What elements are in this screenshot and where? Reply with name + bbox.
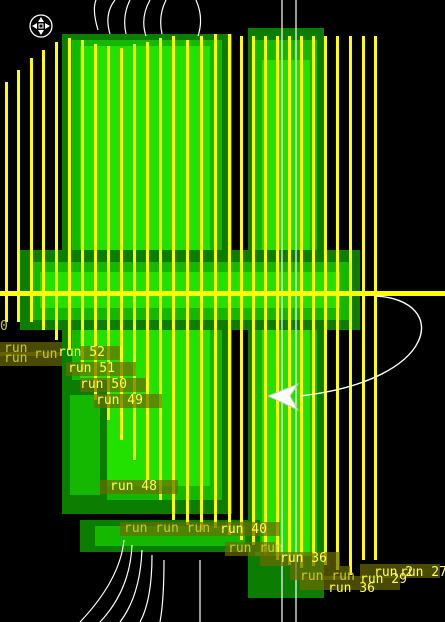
label-fragment: run	[34, 347, 57, 362]
vertical-route	[324, 36, 327, 565]
white-curve	[139, 554, 153, 622]
label-fragment: run	[4, 341, 27, 356]
label-run-49: run 49	[96, 393, 143, 408]
yellow-routes	[5, 34, 377, 575]
vertical-route	[55, 42, 58, 340]
vertical-route	[172, 36, 175, 520]
label-run-52: run 52	[58, 345, 105, 360]
vertical-route	[107, 46, 110, 420]
label-fragment: run run	[228, 541, 283, 556]
label-run-40: run 40	[220, 522, 267, 537]
vertical-route	[5, 82, 8, 322]
vertical-route	[362, 36, 365, 560]
vertical-route	[146, 42, 149, 480]
vertical-route	[288, 36, 291, 565]
vertical-route	[42, 50, 45, 330]
vertical-route	[17, 70, 20, 322]
vertical-route	[200, 36, 203, 530]
vertical-route	[159, 38, 162, 500]
vertical-route	[186, 40, 189, 525]
white-curve	[107, 0, 116, 35]
vertical-route	[336, 36, 339, 570]
label-fragment: 0	[0, 319, 8, 334]
vertical-route	[94, 44, 97, 400]
horizontal-route	[0, 291, 445, 296]
white-curve	[124, 0, 131, 35]
fill-band-bright	[40, 272, 340, 308]
vertical-route	[228, 34, 231, 535]
vertical-route	[374, 36, 377, 560]
label-fragment: run run run	[124, 521, 210, 536]
white-curve	[99, 544, 133, 622]
vertical-route	[240, 36, 243, 540]
vertical-route	[133, 44, 136, 460]
vertical-route	[252, 36, 255, 545]
white-curve	[79, 539, 125, 622]
label-fragment: run run	[300, 569, 355, 584]
white-curve	[160, 0, 167, 35]
run-labels: 0 run run run run 52 run 51 run 50 run 4…	[0, 319, 445, 596]
label-run-48: run 48	[110, 479, 157, 494]
white-curve	[119, 549, 143, 622]
label-run-36b: run 36	[328, 581, 375, 596]
vertical-route	[276, 36, 279, 560]
vertical-route	[81, 40, 84, 370]
vertical-route	[300, 36, 303, 568]
label-run-27: run 27	[400, 565, 445, 580]
vertical-route	[68, 38, 71, 350]
vertical-route	[30, 58, 33, 322]
white-curve	[143, 0, 151, 37]
label-run-51: run 51	[68, 361, 115, 376]
white-curve	[159, 559, 165, 622]
label-run-2: run 2	[374, 565, 413, 580]
label-run-29: run 29	[360, 572, 407, 587]
white-curves	[79, 0, 297, 622]
vertical-route	[349, 36, 352, 575]
label-run-50: run 50	[80, 377, 127, 392]
white-curve	[93, 0, 99, 31]
label-fragment: run	[4, 351, 27, 366]
vertical-route	[120, 48, 123, 440]
four-way-pan-icon[interactable]	[29, 14, 53, 38]
loop-curve	[299, 295, 423, 397]
fill-lower-left-mid	[70, 395, 100, 495]
vertical-route	[312, 36, 315, 566]
white-curve	[195, 0, 202, 37]
vertical-route	[214, 34, 217, 528]
arrow-cursor-icon[interactable]	[266, 382, 300, 412]
label-run-36: run 36	[280, 551, 327, 566]
